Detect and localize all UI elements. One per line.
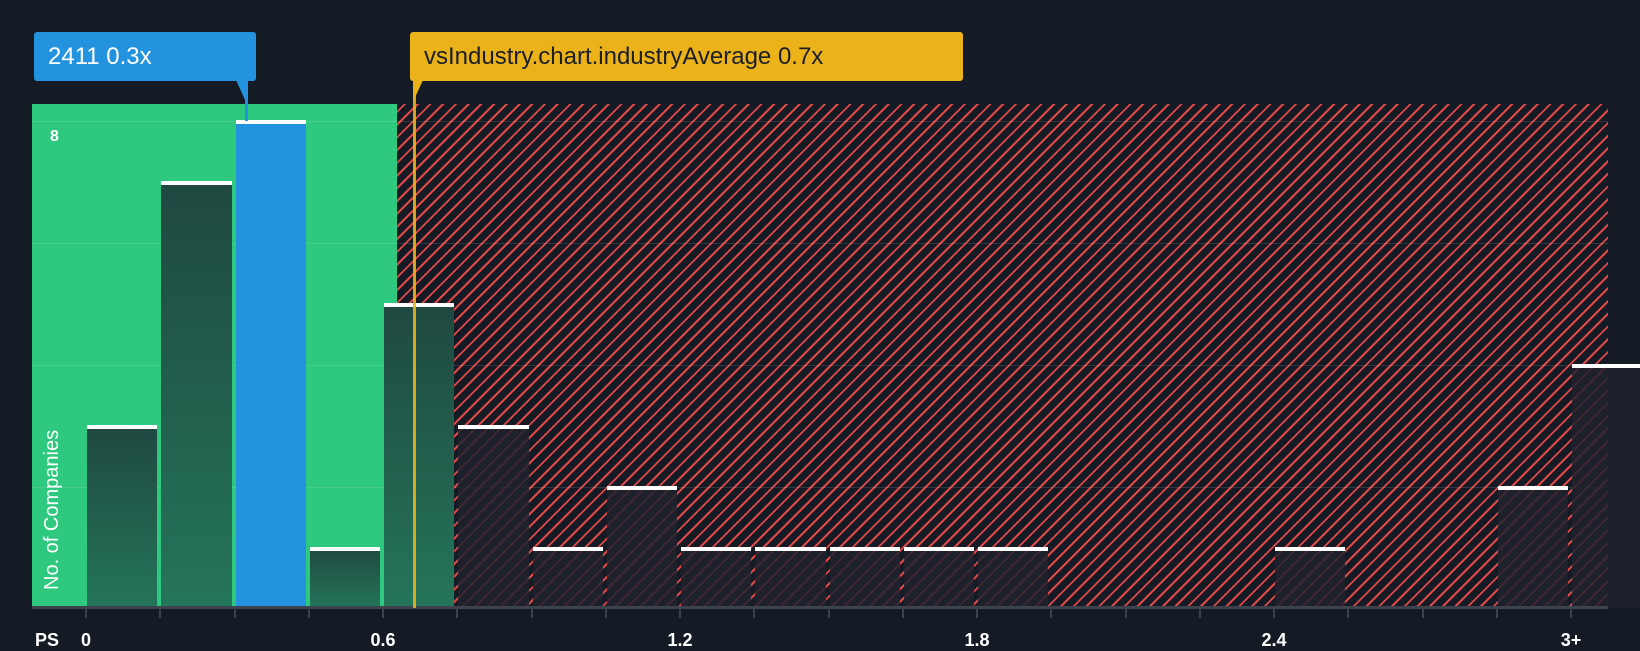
histogram-bar (1497, 486, 1568, 608)
histogram-bar (1572, 364, 1640, 608)
bar-cap (1572, 364, 1640, 368)
x-tick (1570, 608, 1572, 618)
histogram-bar (161, 181, 232, 608)
industry-average-line (413, 80, 416, 608)
x-tick (679, 608, 681, 618)
bar-cap (681, 547, 752, 551)
x-tick (233, 608, 236, 618)
bar-cap (978, 547, 1049, 551)
x-tick (85, 608, 87, 618)
histogram-bar (1275, 547, 1346, 608)
gridline (32, 243, 1608, 244)
x-tick-label: 3+ (1560, 630, 1582, 650)
x-tick (1421, 608, 1424, 618)
y-tick-label: 8 (50, 128, 59, 145)
industry-average-callout: vsIndustry.chart.industryAverage 0.7x (410, 32, 963, 81)
x-tick (1124, 608, 1127, 618)
bar-cap (606, 486, 677, 490)
x-tick (1347, 608, 1350, 618)
x-tick-label: 0.6 (370, 630, 396, 650)
x-tick-label: 1.8 (964, 630, 990, 650)
bar-cap (458, 425, 529, 429)
industry-pointer-icon (413, 80, 423, 102)
bar-cap (903, 547, 974, 551)
bar-cap (235, 120, 306, 124)
x-tick-label: 2.4 (1261, 630, 1287, 650)
company-bar (235, 120, 306, 608)
x-tick (1273, 608, 1275, 618)
histogram-bar (532, 547, 603, 608)
x-tick (901, 608, 904, 618)
bar-cap (1275, 547, 1346, 551)
histogram-bar (755, 547, 826, 608)
chart-plot-area (32, 104, 1640, 608)
x-axis (32, 606, 1608, 609)
x-tick (1495, 608, 1498, 618)
x-tick (307, 608, 310, 618)
company-pointer-icon (236, 80, 246, 102)
x-tick (604, 608, 607, 618)
gridline (32, 121, 1608, 122)
bar-cap (161, 181, 232, 185)
x-tick (530, 608, 533, 618)
bar-cap (1497, 486, 1568, 490)
histogram-bar (606, 486, 677, 608)
x-tick (159, 608, 162, 618)
histogram-bar (829, 547, 900, 608)
company-callout: 2411 0.3x (34, 32, 256, 81)
overvalued-zone (397, 104, 1608, 608)
histogram-bar (384, 303, 455, 608)
bar-cap (532, 547, 603, 551)
x-tick (753, 608, 756, 618)
bar-cap (755, 547, 826, 551)
x-tick (1198, 608, 1201, 618)
gridline (32, 487, 1608, 488)
bar-cap (309, 547, 380, 551)
x-tick (827, 608, 830, 618)
x-tick-label: 0 (80, 630, 92, 650)
bar-cap (829, 547, 900, 551)
histogram-bar (458, 425, 529, 608)
x-tick (1050, 608, 1053, 618)
x-axis-prefix: PS (35, 630, 60, 650)
company-marker-line (245, 80, 248, 121)
histogram-bar (681, 547, 752, 608)
bar-cap (87, 425, 158, 429)
histogram-bar (903, 547, 974, 608)
x-tick (976, 608, 978, 618)
histogram-bar (309, 547, 380, 608)
x-tick-label: 1.2 (667, 630, 693, 650)
y-axis-label: No. of Companies (41, 429, 63, 590)
bar-cap (384, 303, 455, 307)
histogram-bar (87, 425, 158, 608)
histogram-bar (978, 547, 1049, 608)
x-tick (382, 608, 384, 618)
x-tick (456, 608, 459, 618)
gridline (32, 365, 1608, 366)
